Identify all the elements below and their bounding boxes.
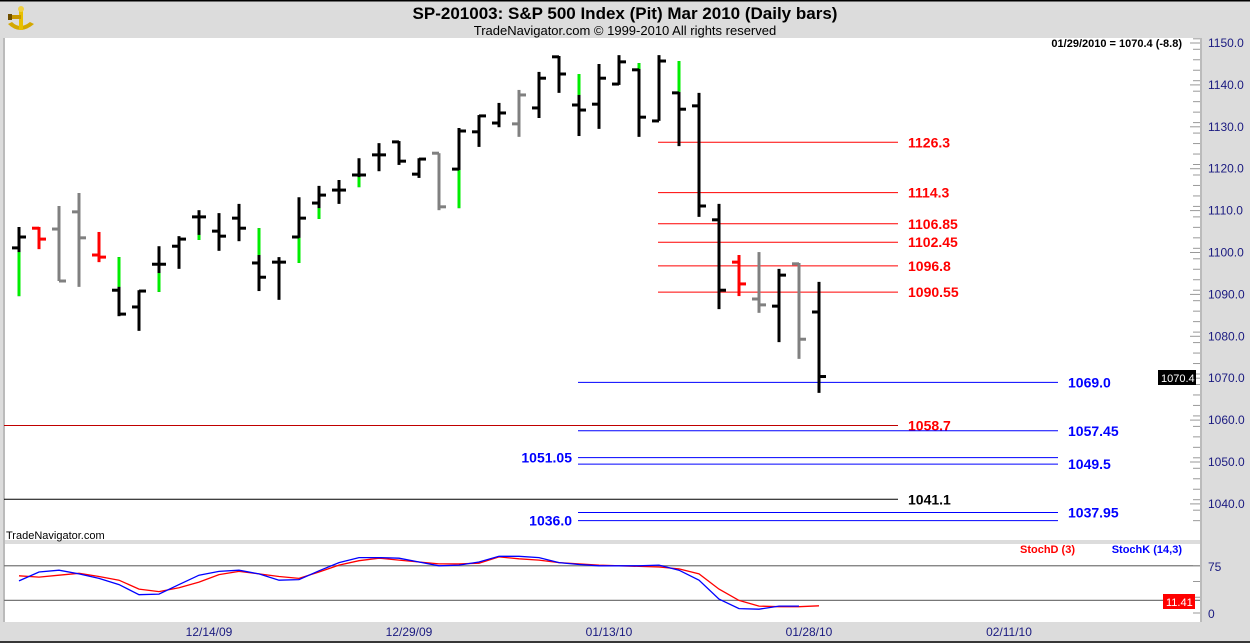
axis-tick-label: 1070.0 xyxy=(1208,371,1245,385)
level-label: 1041.1 xyxy=(908,491,951,507)
price-axis: 1150.0 1140.0 1130.0 1120.0 1110.0 1100.0 1090… xyxy=(1190,36,1245,522)
price-panel[interactable] xyxy=(4,38,1200,540)
chart-title: SP-201003: S&P 500 Index (Pit) Mar 2010 … xyxy=(413,4,838,23)
date-tick-label: 01/13/10 xyxy=(586,625,633,639)
axis-tick-label: 1120.0 xyxy=(1208,162,1244,176)
ohlc-bar xyxy=(492,102,506,128)
ohlc-bar xyxy=(432,151,446,211)
ohlc-bar xyxy=(672,61,686,147)
ohlc-bar xyxy=(812,281,826,393)
ohlc-bar xyxy=(752,252,766,313)
date-tick-label: 01/28/10 xyxy=(786,625,833,639)
ohlc-bar xyxy=(372,143,386,172)
ohlc-bar xyxy=(612,55,626,86)
ohlc-bar xyxy=(712,203,726,310)
stoch-last-label: 11.41 xyxy=(1166,597,1193,609)
axis-tick-label: 1080.0 xyxy=(1208,329,1245,343)
level-label: 1051.05 xyxy=(521,450,572,466)
legend-stochk: StochK (14,3) xyxy=(1112,544,1183,556)
axis-tick-label: 1130.0 xyxy=(1208,120,1244,134)
axis-tick-label: 1050.0 xyxy=(1208,455,1245,469)
level-label: 1036.0 xyxy=(529,513,572,529)
ohlc-bar xyxy=(392,140,406,165)
axis-tick-label: 1140.0 xyxy=(1208,78,1244,92)
axis-tick-label: 1060.0 xyxy=(1208,413,1245,427)
ohlc-bar xyxy=(572,74,586,137)
axis-tick-label: 1090.0 xyxy=(1208,287,1245,301)
ohlc-bar xyxy=(232,203,246,242)
stochastic-panel[interactable] xyxy=(4,544,1200,622)
ohlc-bar xyxy=(72,193,86,287)
watermark: TradeNavigator.com xyxy=(6,530,105,542)
stoch-tick-label: 75 xyxy=(1208,560,1222,574)
ohlc-bar xyxy=(732,255,746,297)
axis-tick-label: 1040.0 xyxy=(1208,497,1245,511)
stoch-tick-label: 0 xyxy=(1208,607,1215,621)
ohlc-bar xyxy=(552,55,566,93)
ohlc-bar xyxy=(52,205,66,283)
ohlc-bar xyxy=(692,92,706,217)
ohlc-bar xyxy=(452,128,466,209)
date-tick-label: 12/14/09 xyxy=(186,625,233,639)
axis-tick-label: 1110.0 xyxy=(1208,204,1243,218)
ohlc-bar xyxy=(92,231,106,263)
ohlc-bar xyxy=(412,157,426,178)
level-label: 1090.55 xyxy=(908,284,959,300)
level-label: 1049.5 xyxy=(1068,456,1111,472)
ohlc-bar xyxy=(272,257,286,300)
sextant-logo-icon xyxy=(8,6,34,30)
ohlc-bar xyxy=(472,114,486,147)
ohlc-bar xyxy=(172,236,186,269)
ohlc-bar xyxy=(192,210,206,240)
level-label: 1057.45 xyxy=(1068,423,1119,439)
ohlc-bar xyxy=(132,289,146,331)
level-label: 1096.8 xyxy=(908,258,951,274)
price-bars xyxy=(12,55,826,393)
ohlc-bar xyxy=(652,55,666,123)
level-label: 1106.85 xyxy=(908,216,958,232)
ohlc-bar xyxy=(352,158,366,188)
level-label: 1058.7 xyxy=(908,418,951,434)
date-tick-label: 12/29/09 xyxy=(386,625,433,639)
ohlc-bar xyxy=(252,228,266,292)
ohlc-bar xyxy=(152,246,166,292)
level-label: 1069.0 xyxy=(1068,374,1111,390)
level-label: 1126.3 xyxy=(908,134,950,150)
ohlc-bar xyxy=(532,71,546,119)
ohlc-bar xyxy=(12,226,26,297)
stoch-last-box xyxy=(1163,594,1195,609)
stochk-line xyxy=(18,555,799,610)
date-tick-label: 02/11/10 xyxy=(986,625,1032,639)
ohlc-bar xyxy=(292,197,306,263)
last-price-box xyxy=(1158,370,1196,385)
ohlc-bar xyxy=(32,226,46,250)
ohlc-bar xyxy=(592,63,606,129)
axis-tick-label: 1100.0 xyxy=(1208,246,1244,260)
chart-subtitle: TradeNavigator.com © 1999-2010 All right… xyxy=(474,23,776,38)
stochastic-axis: 75 0 xyxy=(1193,560,1222,621)
top-border xyxy=(0,0,1250,2)
price-readout: 01/29/2010 = 1070.4 (-8.8) xyxy=(1051,38,1182,50)
date-axis: 12/14/09 12/29/09 01/13/10 01/28/10 02/11/10 xyxy=(186,625,1033,639)
ohlc-bar xyxy=(312,185,326,219)
ohlc-bar xyxy=(112,257,126,317)
level-label: 1037.95 xyxy=(1068,504,1119,520)
legend-stochd: StochD (3) xyxy=(1020,544,1075,556)
ohlc-bar xyxy=(632,63,646,137)
ohlc-bar xyxy=(212,213,226,251)
level-label: 1102.45 xyxy=(908,234,958,250)
axis-tick-label: 1150.0 xyxy=(1208,36,1244,50)
ohlc-bar xyxy=(512,89,526,137)
ohlc-bar xyxy=(772,268,786,343)
stochastic-lines xyxy=(4,555,1200,610)
ohlc-bar xyxy=(332,180,346,204)
level-label: 1114.3 xyxy=(908,185,949,201)
last-price-label: 1070.4 xyxy=(1161,373,1195,385)
support-resistance-levels: 1126.3 1114.3 1106.85 1102.45 1096.8 1090.55 1… xyxy=(4,134,1119,529)
ohlc-bar xyxy=(792,262,806,359)
